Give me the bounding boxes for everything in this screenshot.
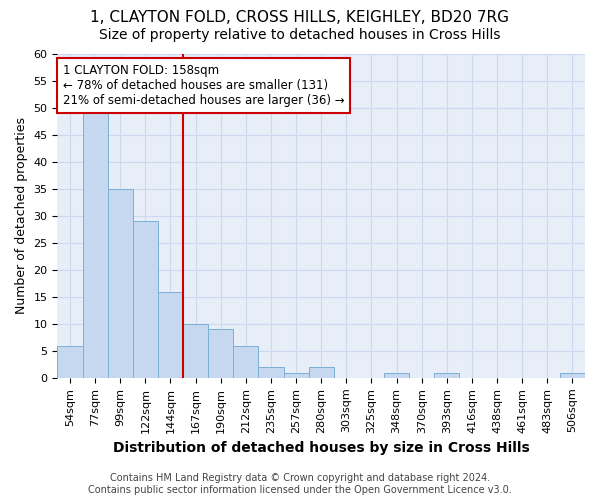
Bar — [83, 108, 107, 378]
Text: Size of property relative to detached houses in Cross Hills: Size of property relative to detached ho… — [99, 28, 501, 42]
Bar — [384, 372, 409, 378]
Bar — [308, 367, 334, 378]
Bar — [133, 222, 158, 378]
Text: 1, CLAYTON FOLD, CROSS HILLS, KEIGHLEY, BD20 7RG: 1, CLAYTON FOLD, CROSS HILLS, KEIGHLEY, … — [91, 10, 509, 25]
Bar — [208, 330, 233, 378]
Bar — [560, 372, 585, 378]
Bar — [183, 324, 208, 378]
Bar — [434, 372, 460, 378]
Text: 1 CLAYTON FOLD: 158sqm
← 78% of detached houses are smaller (131)
21% of semi-de: 1 CLAYTON FOLD: 158sqm ← 78% of detached… — [62, 64, 344, 106]
Bar — [107, 189, 133, 378]
Bar — [259, 367, 284, 378]
Bar — [58, 346, 83, 378]
Bar — [233, 346, 259, 378]
Bar — [284, 372, 308, 378]
Y-axis label: Number of detached properties: Number of detached properties — [15, 118, 28, 314]
X-axis label: Distribution of detached houses by size in Cross Hills: Distribution of detached houses by size … — [113, 441, 530, 455]
Bar — [158, 292, 183, 378]
Text: Contains HM Land Registry data © Crown copyright and database right 2024.
Contai: Contains HM Land Registry data © Crown c… — [88, 474, 512, 495]
